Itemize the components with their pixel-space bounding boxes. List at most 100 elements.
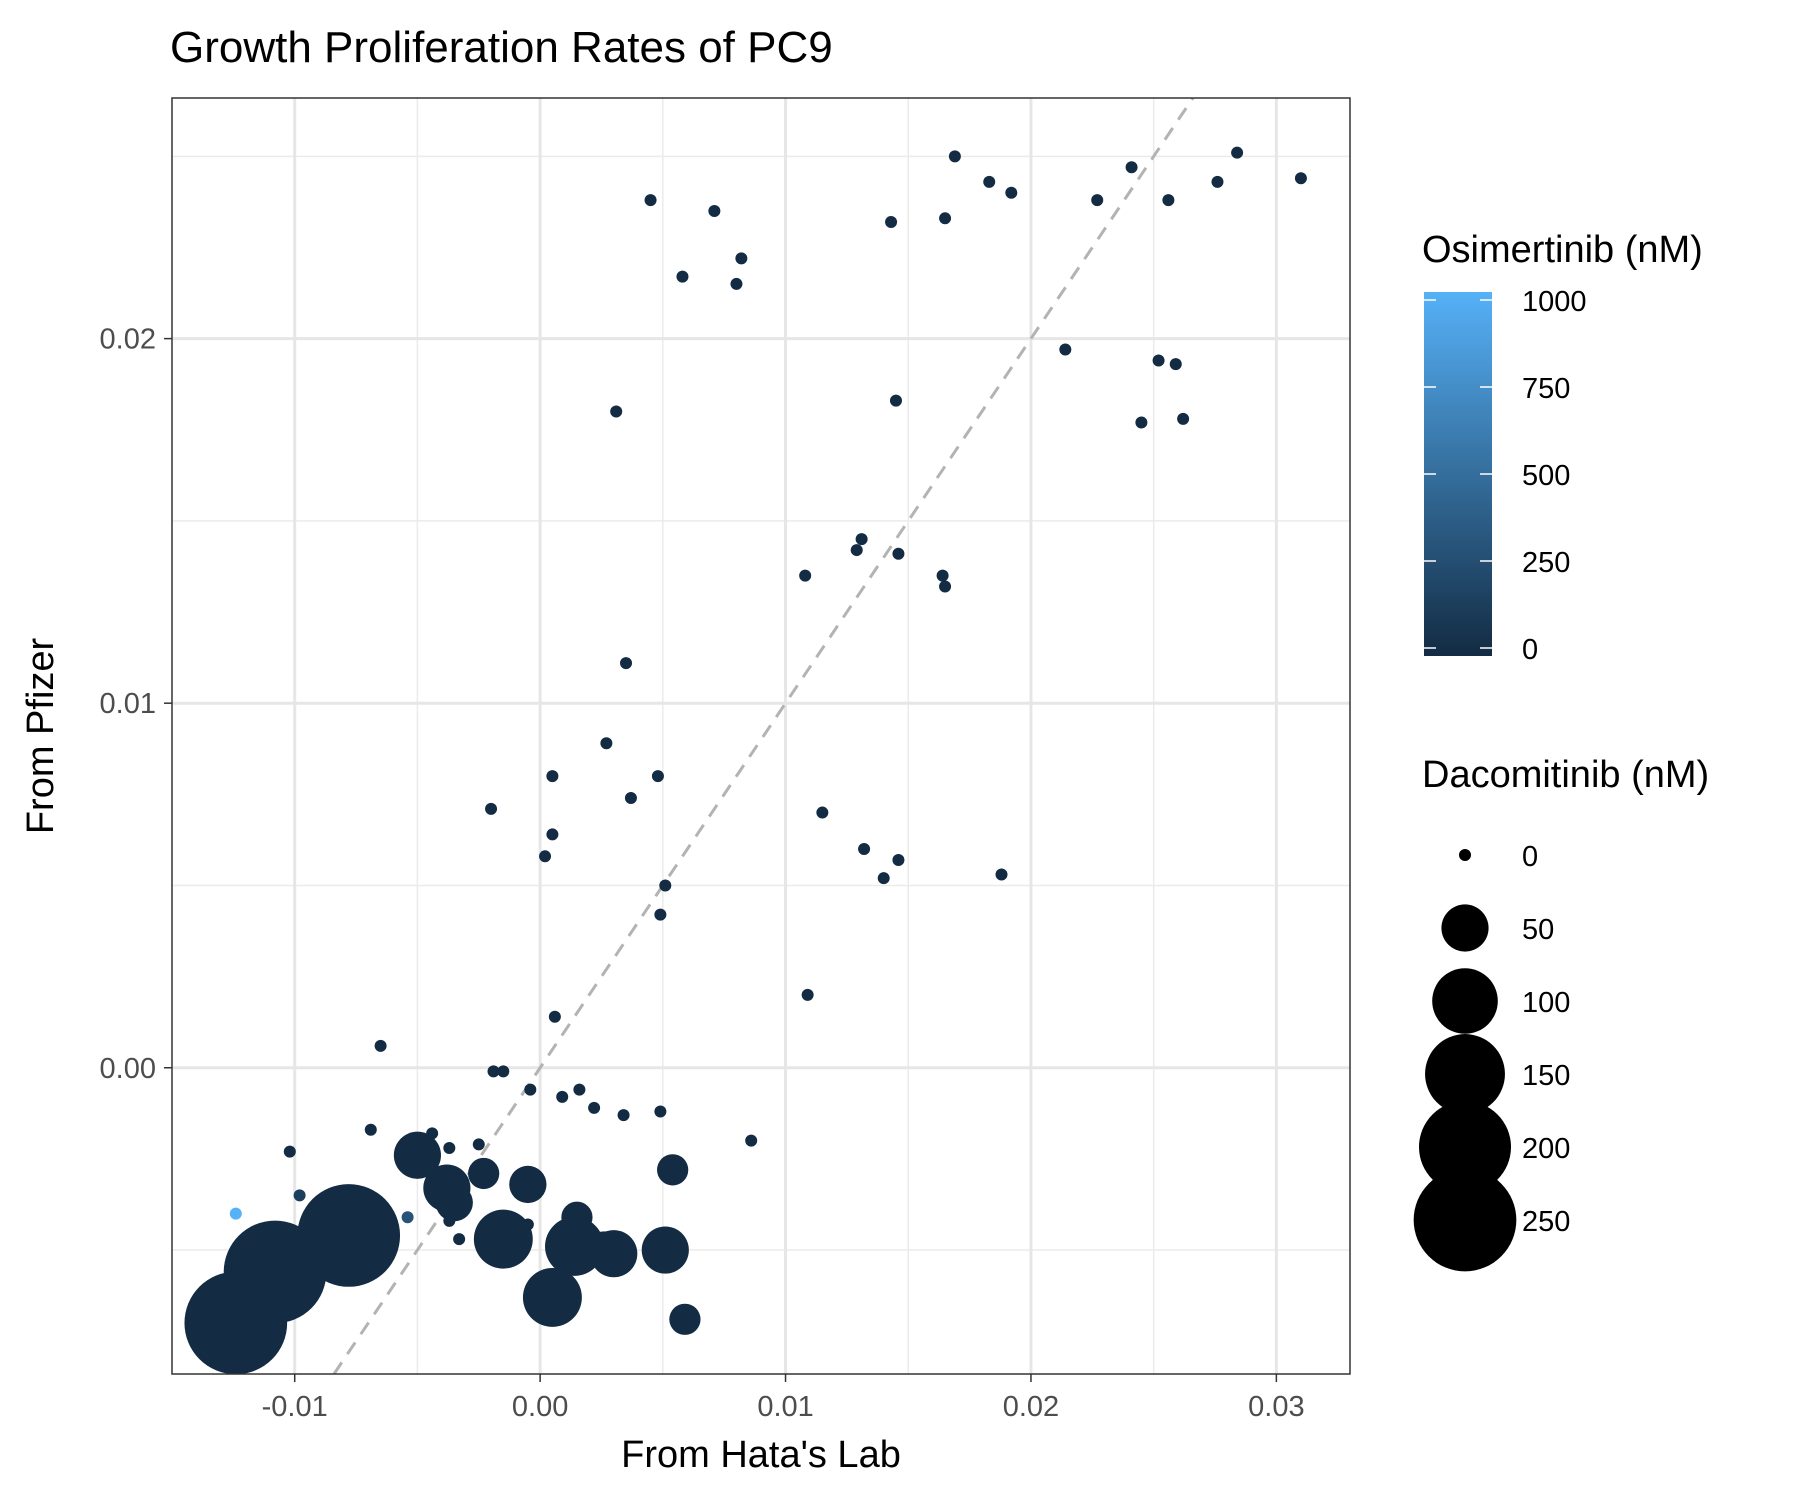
x-axis-title: From Hata's Lab <box>621 1434 901 1476</box>
reference-line-y-equals-x <box>332 97 1195 1375</box>
data-point <box>487 1065 500 1078</box>
data-point <box>453 1233 466 1246</box>
data-point <box>546 770 559 783</box>
data-point <box>676 270 689 283</box>
color-legend-ticks: 0 250 500 750 1000 <box>1424 286 1587 666</box>
size-legend-title: Dacomitinib (nM) <box>1422 754 1709 796</box>
data-point <box>1059 343 1072 356</box>
data-points <box>184 146 1307 1375</box>
data-point <box>801 988 814 1001</box>
y-axis-title: From Pfizer <box>20 637 62 834</box>
data-point <box>588 1101 601 1114</box>
data-point <box>473 1209 533 1269</box>
data-point <box>1005 186 1018 199</box>
data-point <box>401 1211 414 1224</box>
data-point <box>374 1039 387 1052</box>
data-point <box>654 1105 667 1118</box>
data-point <box>283 1145 296 1158</box>
data-point <box>485 802 498 815</box>
data-point <box>497 1065 510 1078</box>
color-legend-label: 1000 <box>1522 286 1587 318</box>
data-point <box>657 1154 689 1186</box>
size-legend: Dacomitinib (nM) 0 50 100 150 200 250 <box>1413 754 1709 1272</box>
data-point <box>1152 354 1165 367</box>
y-tick-label: 0.00 <box>100 1053 156 1085</box>
data-point <box>509 1165 547 1204</box>
data-point <box>1177 412 1190 425</box>
data-point <box>1294 172 1307 185</box>
data-point <box>573 1083 586 1096</box>
data-point <box>659 879 672 892</box>
data-point <box>1211 175 1224 188</box>
data-point <box>610 405 623 418</box>
size-legend-label: 50 <box>1522 914 1554 946</box>
data-point <box>669 1303 701 1335</box>
size-legend-key <box>1425 1034 1505 1114</box>
data-point <box>816 806 829 819</box>
data-point <box>1125 161 1138 174</box>
data-point <box>293 1189 306 1202</box>
data-point <box>522 1267 582 1327</box>
data-point <box>983 175 996 188</box>
data-point <box>948 150 961 163</box>
data-point <box>850 544 863 557</box>
data-point <box>443 1214 456 1227</box>
size-legend-key <box>1441 904 1489 952</box>
data-point <box>617 1109 630 1122</box>
data-point <box>443 1141 456 1154</box>
x-tick-label: 0.01 <box>757 1391 813 1423</box>
data-point <box>364 1123 377 1136</box>
data-point <box>393 1131 441 1179</box>
x-axis: -0.01 0.00 0.01 0.02 0.03 <box>262 1374 1305 1423</box>
data-point <box>939 212 952 225</box>
size-legend-items: 0 50 100 150 200 250 <box>1413 841 1570 1272</box>
data-point <box>590 1230 638 1278</box>
data-point <box>654 908 667 921</box>
data-point <box>855 533 868 546</box>
data-point <box>939 580 952 593</box>
data-point <box>730 277 743 290</box>
major-gridlines <box>172 98 1350 1374</box>
size-legend-key <box>1432 968 1498 1034</box>
data-point <box>799 569 812 582</box>
x-tick-label: 0.02 <box>1003 1391 1059 1423</box>
chart-title: Growth Proliferation Rates of PC9 <box>170 23 833 72</box>
size-legend-key <box>1419 1101 1511 1193</box>
size-legend-label: 200 <box>1522 1133 1570 1165</box>
data-point <box>644 194 657 207</box>
data-point <box>524 1083 537 1096</box>
data-point <box>1169 358 1182 371</box>
y-tick-label: 0.02 <box>100 324 156 356</box>
color-legend-title: Osimertinib (nM) <box>1422 229 1703 271</box>
data-point <box>1135 416 1148 429</box>
size-legend-key <box>1459 849 1471 861</box>
x-tick-label: 0.03 <box>1248 1391 1304 1423</box>
size-legend-label: 150 <box>1522 1060 1570 1092</box>
data-point <box>745 1134 758 1147</box>
color-legend-label: 500 <box>1522 460 1570 492</box>
data-point <box>184 1271 288 1375</box>
data-point <box>229 1207 242 1220</box>
color-legend: Osimertinib (nM) 0 250 500 750 1000 <box>1422 229 1703 666</box>
y-tick-label: 0.01 <box>100 688 156 720</box>
data-point <box>995 868 1008 881</box>
data-point <box>858 843 871 856</box>
data-point <box>892 853 905 866</box>
data-point <box>936 569 949 582</box>
plot-border <box>171 97 1351 1375</box>
data-point <box>472 1138 485 1151</box>
plot-panel <box>172 98 1350 1374</box>
data-point <box>1231 146 1244 159</box>
data-point <box>889 394 902 407</box>
data-point <box>1162 194 1175 207</box>
data-point <box>539 850 552 863</box>
data-point <box>877 872 890 885</box>
data-point <box>468 1157 500 1190</box>
data-point <box>600 737 613 750</box>
data-point <box>708 205 721 218</box>
size-legend-label: 0 <box>1522 841 1538 873</box>
data-point <box>892 547 905 560</box>
data-point <box>651 770 664 783</box>
color-legend-label: 0 <box>1522 634 1538 666</box>
